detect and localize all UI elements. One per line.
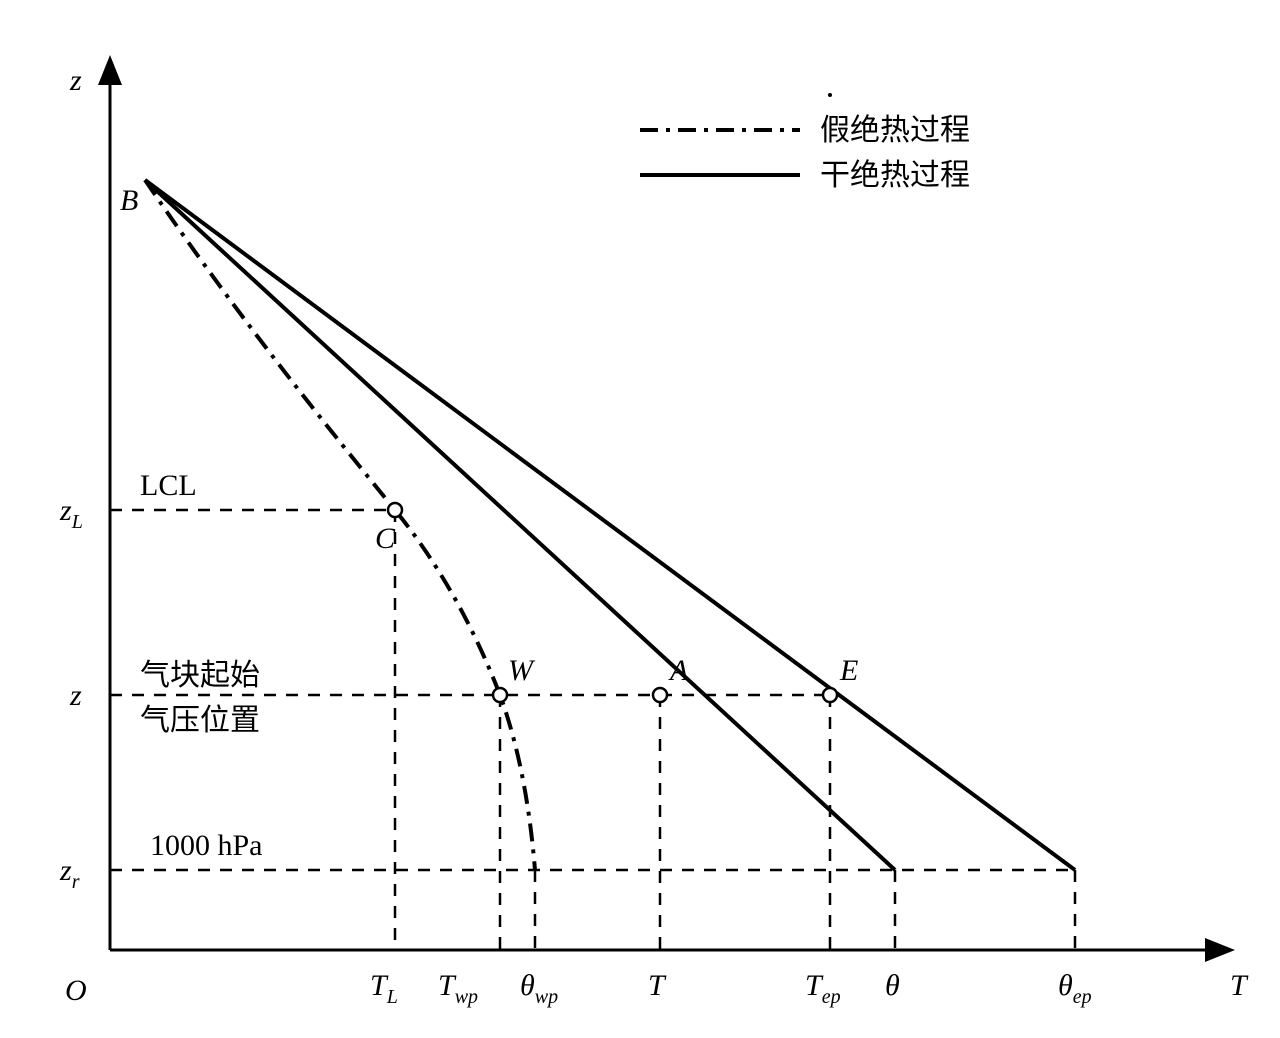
xtick-T: T [648,969,667,1002]
pseudo-adiabat-curve [145,180,535,870]
ytick-zr: zr [59,854,80,893]
row-label-z-line1: 气块起始 [140,659,260,692]
x-tick-labels: TL Twp θwp T Tep θ θep [370,969,1092,1008]
legend-dashdot-label: 假绝热过程 [820,114,970,147]
point-C [388,503,402,517]
ytick-zL: zL [59,494,83,533]
label-C: C [375,522,396,555]
y-tick-labels: zr z zL [59,494,83,893]
xtick-theta: θ [885,969,900,1002]
y-axis-label: z [69,64,82,97]
label-B: B [120,184,138,217]
label-E: E [839,654,858,687]
row-label-z-line2: 气压位置 [140,704,260,737]
legend: 假绝热过程 干绝热过程 [640,114,970,192]
xtick-thetawp: θwp [520,969,558,1008]
drop-lines [395,510,1075,950]
row-label-LCL: LCL [140,469,197,502]
solid-line-E [145,180,1075,870]
points [388,503,837,702]
point-W [493,688,507,702]
xtick-TL: TL [370,969,398,1008]
axes [98,55,1235,962]
thermo-diagram: B C W A E z T O zr z zL LCL 气块起始 气压位置 10… [0,0,1280,1038]
label-W: W [508,654,536,687]
y-axis-arrow [98,55,122,85]
dry-adiabats [145,180,1075,870]
row-labels: LCL 气块起始 气压位置 1000 hPa [140,469,263,862]
ytick-z: z [69,679,82,712]
xtick-Tep: Tep [805,969,841,1008]
x-axis-arrow [1205,938,1235,962]
xtick-thetaep: θep [1058,969,1092,1008]
label-A: A [668,654,689,687]
xtick-Twp: Twp [438,969,478,1008]
row-label-1000hPa: 1000 hPa [150,829,263,862]
legend-solid-label: 干绝热过程 [820,159,970,192]
solid-line-A [145,180,895,870]
stray-dot [828,93,832,97]
origin-label: O [65,974,87,1007]
point-E [823,688,837,702]
x-axis-label: T [1230,969,1249,1002]
point-A [653,688,667,702]
